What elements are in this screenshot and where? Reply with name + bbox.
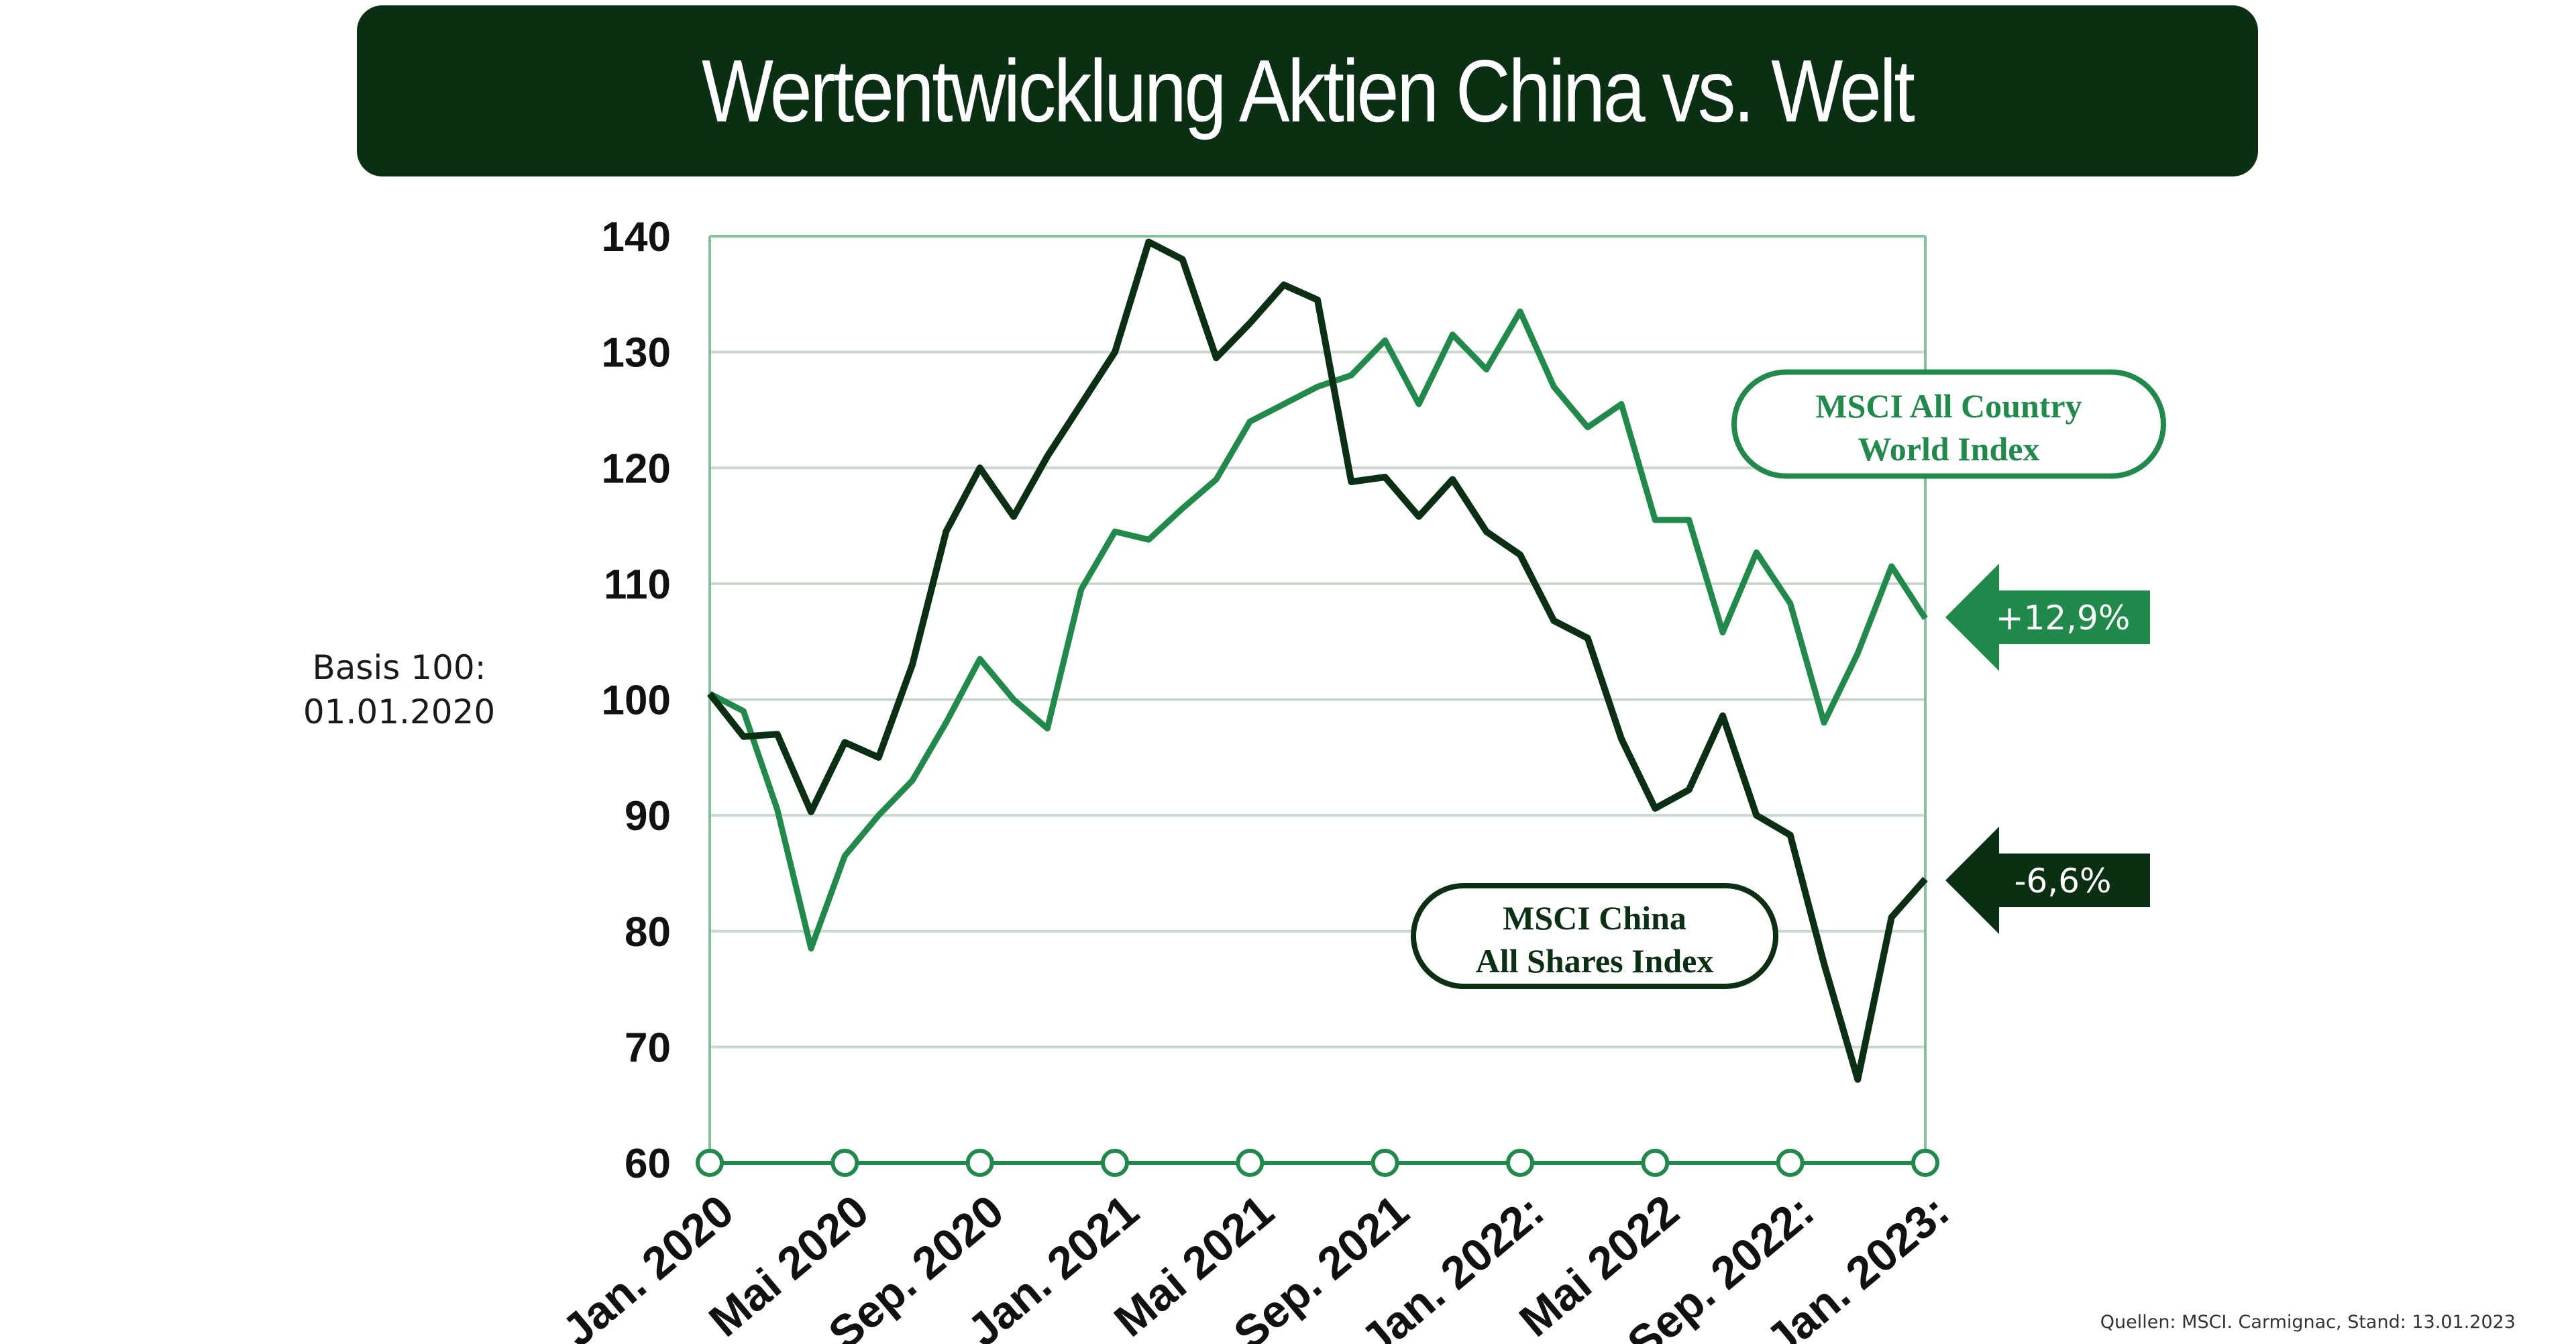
y-tick-label: 60 — [625, 1141, 671, 1187]
world-index-label: MSCI All Country World Index — [1731, 369, 2166, 479]
world-index-label-text: World Index — [1858, 430, 2040, 468]
china-change-arrow-text: -6,6% — [2014, 862, 2111, 900]
china-change-arrow-shape — [1945, 827, 2150, 934]
world-index-label-frame — [1731, 369, 2166, 479]
y-tick-label: 100 — [602, 678, 671, 724]
x-axis-marker — [1371, 1149, 1399, 1177]
world-change-arrow-shape — [1945, 564, 2150, 671]
y-tick-label: 70 — [625, 1025, 671, 1071]
x-axis-marker — [830, 1149, 859, 1177]
china-index-label-text: All Shares Index — [1476, 942, 1714, 980]
x-axis-marker — [965, 1149, 994, 1177]
x-axis-marker — [1236, 1149, 1265, 1177]
title-banner: Wertentwicklung Aktien China vs. Welt — [357, 5, 2258, 176]
world-index-line — [708, 308, 1928, 952]
x-axis-marker — [696, 1149, 724, 1177]
x-axis-marker — [1506, 1149, 1534, 1177]
y-tick-label: 140 — [602, 214, 671, 260]
basis-label: Basis 100: — [312, 648, 486, 687]
y-tick-label: 120 — [602, 446, 671, 492]
series-layer — [707, 238, 1928, 1083]
china-index-line — [707, 238, 1928, 1083]
world-change-arrow: +12,9% — [1945, 564, 2150, 671]
y-axis: 60 70 80 90 100 110 120 130 140 — [602, 214, 671, 1187]
world-change-arrow-text: +12,9% — [1996, 599, 2131, 637]
grid-layer — [708, 235, 1927, 1163]
y-tick-label: 90 — [625, 793, 671, 839]
y-tick-label: 130 — [602, 330, 671, 376]
chart-title: Wertentwicklung Aktien China vs. Welt — [702, 42, 1915, 140]
basis-date: 01.01.2020 — [303, 692, 496, 731]
y-tick-label: 80 — [625, 909, 671, 955]
x-axis-marker — [1101, 1149, 1129, 1177]
y-tick-label: 110 — [604, 562, 671, 608]
basis-note: Basis 100: 01.01.2020 — [288, 645, 510, 734]
x-axis-marker — [1911, 1149, 1939, 1177]
world-index-label-text: MSCI All Country — [1815, 387, 2082, 425]
china-change-arrow: -6,6% — [1945, 827, 2150, 934]
series-labels: MSCI All Country World Index MSCI China All… — [1411, 369, 2166, 989]
x-axis-marker — [1641, 1149, 1670, 1177]
source-note: Quellen: MSCI. Carmignac, Stand: 13.01.2… — [2100, 1312, 2516, 1333]
china-index-label-text: MSCI China — [1503, 899, 1686, 937]
x-axis-marker — [1776, 1149, 1805, 1177]
china-index-label-frame — [1411, 883, 1778, 989]
china-index-label: MSCI China All Shares Index — [1411, 883, 1778, 989]
